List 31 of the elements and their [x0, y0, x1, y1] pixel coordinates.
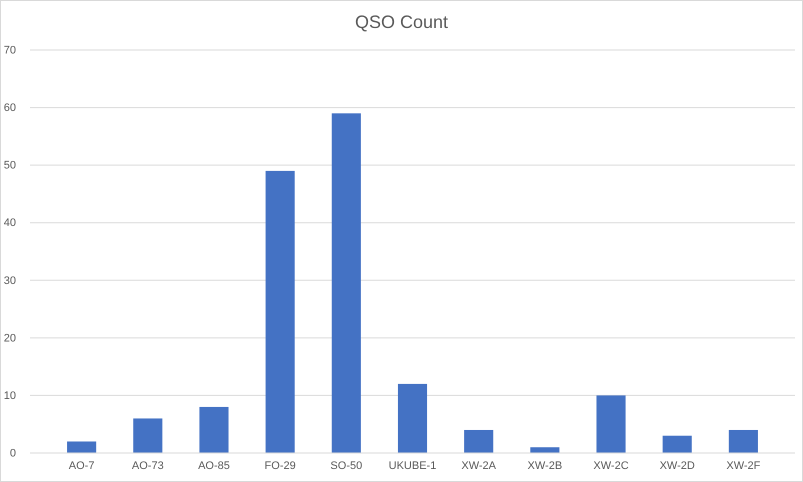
x-tick-label: AO-7: [68, 460, 94, 472]
bar: [464, 430, 494, 453]
bar: [530, 447, 560, 453]
bar: [728, 430, 758, 453]
y-tick-label: 70: [4, 44, 16, 57]
bar: [67, 441, 96, 453]
bar: [332, 113, 361, 453]
x-tick-label: XW-2B: [528, 460, 562, 472]
x-tick-label: XW-2C: [593, 460, 629, 472]
y-tick-label: 0: [10, 448, 16, 460]
x-tick-label: AO-73: [132, 460, 164, 472]
y-tick-label: 50: [4, 160, 16, 172]
y-tick-label: 60: [4, 102, 16, 114]
y-tick-label: 30: [4, 274, 16, 287]
bar: [662, 436, 692, 453]
x-tick-label: XW-2A: [461, 460, 497, 472]
x-tick-label: XW-2F: [726, 460, 761, 472]
bar: [133, 418, 162, 453]
y-tick-label: 40: [4, 217, 16, 230]
x-tick-label: XW-2D: [660, 460, 695, 472]
y-tick-label: 10: [4, 390, 16, 402]
y-tick-label: 20: [4, 332, 16, 344]
x-tick-label: UKUBE-1: [388, 460, 436, 472]
x-tick-label: FO-29: [264, 460, 296, 472]
bar: [199, 406, 229, 453]
bar: [398, 384, 428, 453]
x-tick-label: SO-50: [330, 460, 362, 472]
bar: [596, 395, 626, 453]
x-tick-label: AO-85: [198, 460, 230, 472]
chart-title: QSO Count: [354, 12, 448, 32]
bar: [266, 170, 295, 453]
